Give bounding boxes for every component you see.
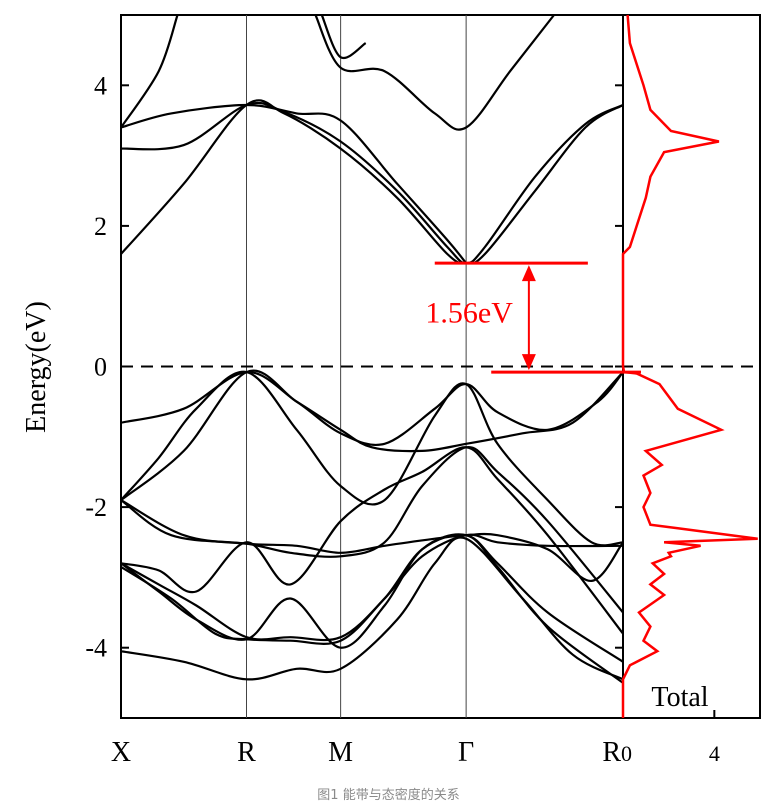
- y-tick-label-1: -2: [85, 493, 107, 522]
- y-tick-label-3: 2: [94, 212, 107, 241]
- y-tick-label-4: 4: [94, 71, 107, 100]
- kpoint-label-4: R: [602, 737, 621, 768]
- kpoint-gridlines: [246, 15, 467, 718]
- gap-arrow-head-down: [521, 354, 536, 371]
- dos-total-curve: [621, 14, 758, 718]
- band-vb7: [120, 533, 624, 663]
- y-axis-label: Energy(eV): [21, 301, 52, 433]
- gap-value-label: 1.56eV: [425, 297, 513, 330]
- figure-caption: 图1 能带与态密度的关系: [317, 788, 460, 803]
- gap-arrow-head-up: [521, 265, 536, 282]
- band-lines: [120, 14, 624, 684]
- dos-x-tick-label-0: 4: [709, 741, 720, 766]
- y-tick-label-2: 0: [94, 353, 107, 382]
- kpoint-label-3: Γ: [458, 737, 474, 768]
- y-axis: -4 -2 0 2 4: [85, 71, 623, 663]
- kpoint-label-2: M: [328, 737, 353, 768]
- band-vb8: [120, 533, 624, 684]
- dos-legend-label: Total: [651, 682, 708, 713]
- band-cb6: [320, 14, 367, 60]
- band-gap-annotation: 1.56eV: [425, 261, 641, 374]
- band-vb10: [120, 536, 624, 681]
- kpoint-label-0: X: [111, 737, 131, 768]
- band-vb2: [120, 369, 624, 501]
- dos-x-tick-label-zero: 0: [621, 741, 632, 766]
- band-cb3: [120, 103, 467, 264]
- band-cb2: [120, 101, 624, 265]
- y-tick-label-0: -4: [85, 634, 107, 663]
- band-vb6: [120, 446, 624, 635]
- band-vb9: [120, 533, 624, 645]
- band-vb3: [120, 370, 624, 547]
- band-cb5: [314, 14, 555, 131]
- kpoint-label-1: R: [237, 737, 256, 768]
- band-cb4: [120, 14, 179, 129]
- band-cb1: [120, 99, 624, 265]
- band-vb5: [120, 446, 624, 614]
